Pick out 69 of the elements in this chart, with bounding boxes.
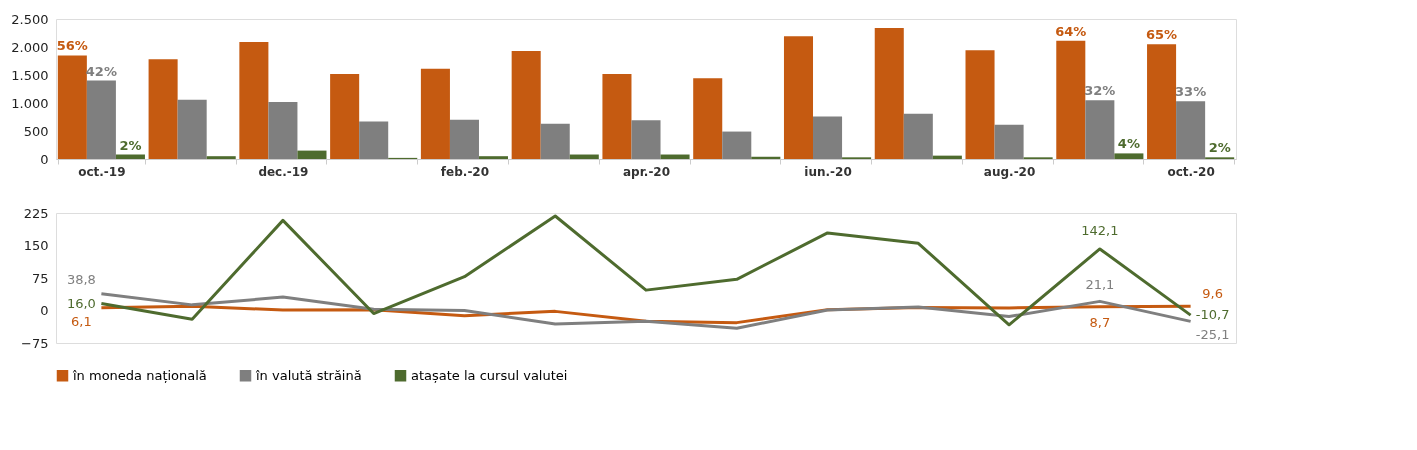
y-tick-label: 150 xyxy=(23,238,49,253)
y-tick-label: 75 xyxy=(31,270,49,286)
y-tick-label: 500 xyxy=(23,123,49,139)
x-tick-label: feb.-20 xyxy=(440,164,490,179)
bar xyxy=(783,36,814,159)
bar xyxy=(1176,101,1206,159)
legend-label: atașate la cursul valutei xyxy=(411,367,568,383)
x-tick-label: iun.-20 xyxy=(804,164,852,179)
bar xyxy=(449,119,479,159)
bar xyxy=(478,156,509,159)
y-tick-label: 0 xyxy=(40,151,49,167)
bar xyxy=(239,41,269,159)
bar xyxy=(148,59,178,159)
legend-label: în moneda națională xyxy=(72,367,207,383)
data-label: -10,7 xyxy=(1195,307,1230,323)
x-tick-label: apr.-20 xyxy=(622,164,671,179)
bar xyxy=(693,78,723,159)
data-label: 9,6 xyxy=(1202,286,1223,302)
line-series xyxy=(99,214,1193,327)
data-label: 142,1 xyxy=(1081,222,1119,238)
annotation: 33% xyxy=(1175,84,1207,100)
data-label: 16,0 xyxy=(66,295,96,311)
annotation: 56% xyxy=(56,38,88,54)
annotation: 65% xyxy=(1146,27,1178,43)
bar xyxy=(1147,44,1177,159)
bar xyxy=(177,99,207,159)
bar xyxy=(722,131,752,159)
annotation: 2% xyxy=(119,137,142,153)
bar xyxy=(813,116,843,159)
bar xyxy=(874,27,904,159)
bar xyxy=(631,120,661,159)
data-label: 6,1 xyxy=(71,313,92,329)
bar xyxy=(1114,153,1144,159)
bar xyxy=(602,73,632,159)
annotation: 2% xyxy=(1208,140,1231,156)
data-label: -25,1 xyxy=(1195,327,1230,343)
data-label: 38,8 xyxy=(66,271,96,287)
bar xyxy=(330,73,360,159)
annotation: 4% xyxy=(1117,136,1140,152)
bar xyxy=(903,113,933,159)
bar xyxy=(511,50,541,159)
y-tick-label: 1.000 xyxy=(11,95,49,111)
bar xyxy=(965,50,995,159)
y-tick-label: 2.500 xyxy=(11,11,49,27)
bar xyxy=(86,80,116,159)
bar xyxy=(540,123,570,159)
bar xyxy=(297,150,327,159)
x-tick-label: aug.-20 xyxy=(983,164,1036,179)
annotation: 64% xyxy=(1055,23,1087,39)
y-tick-label: −75 xyxy=(21,335,49,351)
legend-label: în valută străină xyxy=(255,367,362,383)
bar xyxy=(359,121,389,159)
bar xyxy=(268,101,298,159)
bar xyxy=(206,156,236,159)
x-tick-label: dec.-19 xyxy=(258,164,309,179)
y-tick-label: 225 xyxy=(23,205,49,221)
bar xyxy=(57,55,87,159)
data-label: 8,7 xyxy=(1089,314,1111,330)
y-tick-label: 0 xyxy=(40,303,49,318)
bar xyxy=(994,124,1024,159)
y-tick-label: 1.500 xyxy=(11,67,49,83)
x-tick-label: oct.-19 xyxy=(78,164,126,179)
bar xyxy=(1085,100,1115,159)
x-tick-label: oct.-20 xyxy=(1167,164,1215,179)
data-label: 21,1 xyxy=(1085,277,1115,293)
bar xyxy=(1056,40,1086,159)
bar xyxy=(420,68,450,159)
line-series xyxy=(99,292,1193,330)
y-tick-label: 2.000 xyxy=(11,39,49,55)
